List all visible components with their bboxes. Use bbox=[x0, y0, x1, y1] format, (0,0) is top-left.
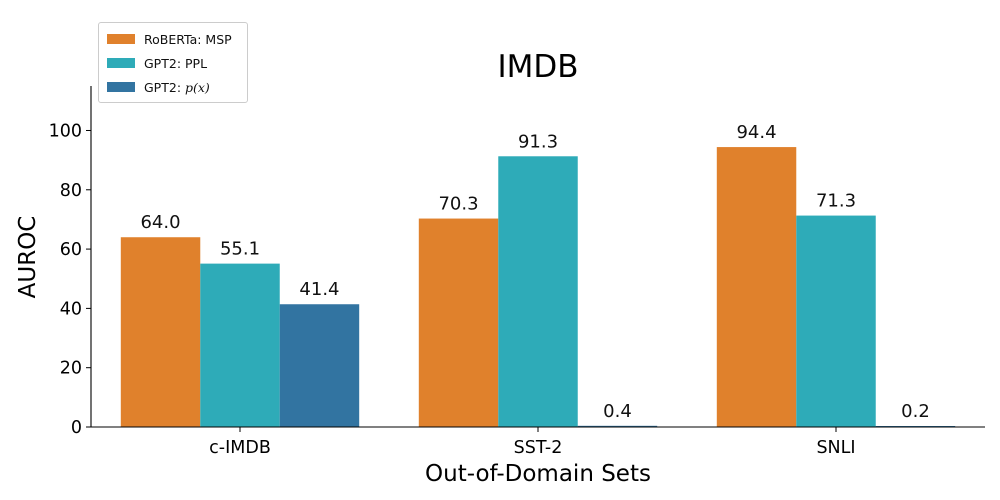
y-tick-label: 20 bbox=[60, 359, 82, 379]
chart-title: IMDB bbox=[497, 49, 578, 85]
legend-label: GPT2: PPL bbox=[144, 55, 208, 71]
x-axis-title: Out-of-Domain Sets bbox=[425, 461, 651, 487]
legend-label: GPT2: p(x) bbox=[144, 80, 210, 95]
bar-snli-series-1 bbox=[796, 215, 876, 427]
bar-value-label: 55.1 bbox=[220, 239, 260, 260]
bar-c-imdb-series-1 bbox=[200, 263, 280, 427]
bar-snli-series-0 bbox=[716, 147, 797, 427]
legend-item-roberta-msp: RoBERTa: MSP bbox=[99, 27, 247, 51]
bar-value-label: 70.3 bbox=[438, 194, 478, 215]
y-tick-label: 0 bbox=[71, 418, 82, 438]
legend-swatch bbox=[107, 34, 135, 44]
legend-label-math: p(x) bbox=[185, 79, 210, 95]
legend-item-gpt2-px: GPT2: p(x) bbox=[99, 75, 247, 99]
chart-legend: RoBERTa: MSP GPT2: PPL GPT2: p(x) bbox=[98, 22, 248, 103]
bar-sst-2-series-2 bbox=[577, 425, 658, 427]
bar-value-label: 94.4 bbox=[736, 122, 776, 143]
bar-sst-2-series-1 bbox=[498, 156, 578, 427]
y-axis-title: AUROC bbox=[15, 216, 41, 299]
x-tick-label: SST-2 bbox=[514, 438, 563, 458]
bar-c-imdb-series-2 bbox=[279, 304, 360, 427]
bar-value-labels: 64.0 55.1 41.4 70.3 91.3 0.4 94.4 71.3 0.2 bbox=[140, 122, 929, 422]
x-tick-label: SNLI bbox=[816, 438, 855, 458]
legend-item-gpt2-ppl: GPT2: PPL bbox=[99, 51, 247, 75]
bar-value-label: 71.3 bbox=[816, 191, 856, 212]
x-tick-label: c-IMDB bbox=[209, 438, 271, 458]
bar-value-label: 41.4 bbox=[299, 279, 339, 300]
bar-value-label: 91.3 bbox=[518, 131, 558, 152]
bar-value-label: 64.0 bbox=[140, 212, 180, 233]
y-tick-label: 40 bbox=[60, 299, 82, 319]
y-tick-label: 60 bbox=[60, 240, 82, 260]
bars-group bbox=[120, 147, 956, 427]
legend-swatch bbox=[107, 82, 135, 92]
legend-label-prefix: GPT2: bbox=[144, 79, 185, 95]
y-tick-label: 80 bbox=[60, 181, 82, 201]
axes-group: c-IMDB SST-2 SNLI 0 20 40 60 80 100 bbox=[49, 86, 985, 458]
y-tick-label: 100 bbox=[49, 121, 82, 141]
legend-label: RoBERTa: MSP bbox=[144, 31, 232, 47]
bar-sst-2-series-0 bbox=[418, 218, 499, 427]
bar-c-imdb-series-0 bbox=[120, 237, 201, 427]
legend-swatch bbox=[107, 58, 135, 68]
bar-value-label: 0.2 bbox=[901, 401, 930, 422]
bar-value-label: 0.4 bbox=[603, 401, 632, 422]
